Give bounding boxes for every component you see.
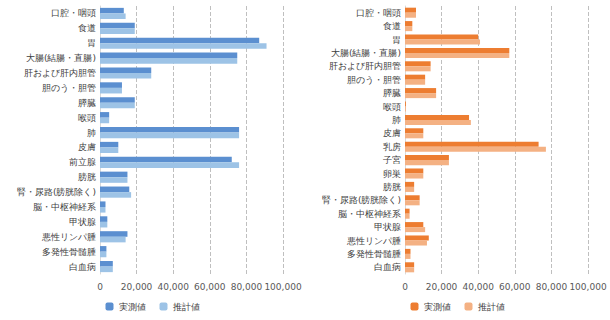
svg-text:80,000: 80,000 bbox=[536, 282, 568, 292]
svg-text:胆のう・胆管: 胆のう・胆管 bbox=[42, 83, 96, 93]
svg-text:卵巣: 卵巣 bbox=[383, 169, 401, 179]
svg-text:白血病: 白血病 bbox=[69, 262, 96, 272]
svg-text:口腔・咽頭: 口腔・咽頭 bbox=[356, 8, 401, 18]
svg-text:乳房: 乳房 bbox=[383, 142, 401, 152]
svg-text:40,000: 40,000 bbox=[157, 282, 189, 292]
svg-text:60,000: 60,000 bbox=[194, 282, 226, 292]
svg-text:100,000: 100,000 bbox=[264, 282, 301, 292]
svg-text:肺: 肺 bbox=[87, 128, 96, 138]
svg-text:大腸(結腸・直腸): 大腸(結腸・直腸) bbox=[26, 53, 96, 63]
svg-text:100,000: 100,000 bbox=[569, 282, 606, 292]
svg-text:皮膚: 皮膚 bbox=[383, 128, 401, 138]
svg-text:推計値: 推計値 bbox=[173, 302, 200, 312]
svg-text:前立腺: 前立腺 bbox=[69, 157, 96, 167]
svg-text:肝および肝内胆管: 肝および肝内胆管 bbox=[329, 61, 401, 71]
svg-text:胆のう・胆管: 胆のう・胆管 bbox=[347, 75, 401, 85]
svg-text:膵臓: 膵臓 bbox=[383, 88, 401, 98]
svg-text:喉頭: 喉頭 bbox=[383, 102, 401, 112]
svg-text:0: 0 bbox=[97, 282, 103, 292]
svg-text:悪性リンパ腫: 悪性リンパ腫 bbox=[41, 232, 96, 242]
svg-text:子宮: 子宮 bbox=[383, 155, 401, 165]
svg-text:実測値: 実測値 bbox=[119, 302, 146, 312]
svg-text:大腸(結腸・直腸): 大腸(結腸・直腸) bbox=[331, 48, 401, 58]
svg-text:20,000: 20,000 bbox=[121, 282, 153, 292]
svg-text:推計値: 推計値 bbox=[478, 302, 505, 312]
svg-text:甲状腺: 甲状腺 bbox=[69, 217, 96, 227]
svg-text:食道: 食道 bbox=[383, 21, 401, 31]
svg-text:脳・中枢神経系: 脳・中枢神経系 bbox=[33, 202, 96, 212]
svg-text:口腔・咽頭: 口腔・咽頭 bbox=[51, 8, 96, 18]
svg-text:膀胱: 膀胱 bbox=[383, 182, 401, 192]
svg-text:胃: 胃 bbox=[87, 38, 96, 48]
svg-text:食道: 食道 bbox=[78, 23, 96, 33]
svg-text:肺: 肺 bbox=[392, 115, 401, 125]
svg-text:膀胱: 膀胱 bbox=[78, 172, 96, 182]
svg-text:20,000: 20,000 bbox=[426, 282, 458, 292]
svg-text:腎・尿路(膀胱除く): 腎・尿路(膀胱除く) bbox=[17, 187, 96, 197]
svg-text:胃: 胃 bbox=[392, 35, 401, 45]
svg-text:悪性リンパ腫: 悪性リンパ腫 bbox=[346, 236, 401, 246]
svg-text:甲状腺: 甲状腺 bbox=[374, 222, 401, 232]
svg-text:肝および肝内胆管: 肝および肝内胆管 bbox=[24, 68, 96, 78]
svg-text:喉頭: 喉頭 bbox=[78, 113, 96, 123]
svg-text:白血病: 白血病 bbox=[374, 262, 401, 272]
svg-text:40,000: 40,000 bbox=[462, 282, 494, 292]
svg-text:実測値: 実測値 bbox=[424, 302, 451, 312]
svg-text:皮膚: 皮膚 bbox=[78, 142, 96, 152]
svg-text:0: 0 bbox=[402, 282, 408, 292]
svg-text:80,000: 80,000 bbox=[231, 282, 263, 292]
svg-text:膵臓: 膵臓 bbox=[78, 98, 96, 108]
svg-text:60,000: 60,000 bbox=[499, 282, 531, 292]
svg-text:多発性骨髄腫: 多発性骨髄腫 bbox=[42, 247, 96, 257]
svg-text:腎・尿路(膀胱除く): 腎・尿路(膀胱除く) bbox=[322, 195, 401, 205]
svg-text:脳・中枢神経系: 脳・中枢神経系 bbox=[338, 209, 401, 219]
svg-text:多発性骨髄腫: 多発性骨髄腫 bbox=[347, 249, 401, 259]
